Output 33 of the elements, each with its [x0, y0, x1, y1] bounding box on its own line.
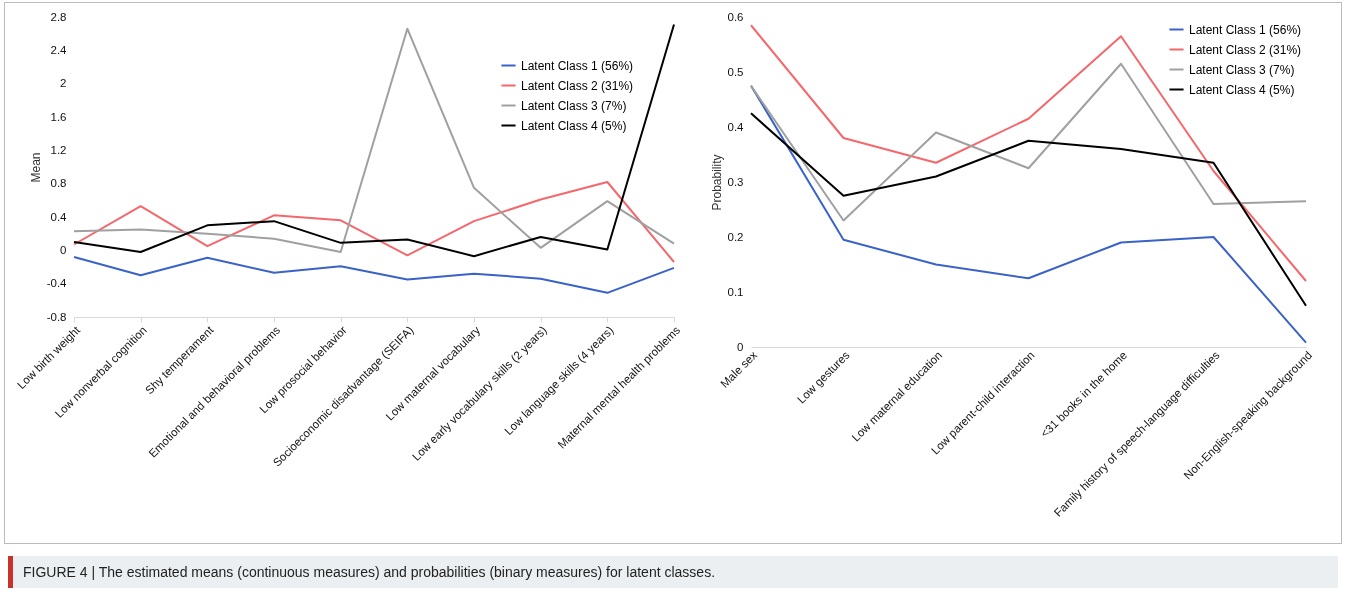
line-series — [750, 62, 1307, 222]
y-tick-label: 0.1 — [727, 285, 744, 298]
line-series — [750, 24, 1307, 282]
y-tick-label: -0.8 — [46, 310, 67, 323]
y-tick-label: 0.6 — [727, 10, 744, 23]
y-tick-label: 0.8 — [50, 177, 67, 190]
y-tick-label: 2 — [60, 77, 67, 90]
legend-label: Latent Class 4 (5%) — [521, 118, 627, 133]
y-axis-title: Mean — [28, 152, 43, 183]
legend-label: Latent Class 1 (56%) — [1189, 22, 1302, 37]
y-tick-label: 0 — [737, 340, 744, 353]
line-series — [73, 181, 675, 263]
y-tick-label: 2.8 — [50, 10, 67, 23]
y-tick-label: 0.5 — [727, 65, 744, 78]
legend-label: Latent Class 4 (5%) — [1189, 82, 1295, 97]
legend-label: Latent Class 3 (7%) — [521, 98, 627, 113]
legend-label: Latent Class 2 (31%) — [1189, 42, 1302, 57]
y-tick-label: 0.3 — [727, 175, 744, 188]
y-tick-label: 1.2 — [50, 143, 67, 156]
y-tick-label: 0.4 — [727, 120, 745, 133]
y-tick-label: 0.2 — [727, 230, 744, 243]
line-series — [73, 256, 675, 294]
legend-label: Latent Class 2 (31%) — [521, 78, 634, 93]
y-axis-title: Probability — [709, 154, 724, 211]
y-tick-label: 1.6 — [50, 110, 67, 123]
legend-label: Latent Class 1 (56%) — [521, 58, 634, 73]
y-tick-label: -0.4 — [46, 277, 68, 290]
line-series — [750, 112, 1307, 307]
y-tick-label: 0 — [60, 243, 67, 256]
y-tick-label: 0.4 — [50, 210, 68, 223]
y-tick-label: 2.4 — [50, 43, 68, 56]
caption: FIGURE 4 | The estimated means (continuous measures) and probabilities (binary measures) for latent classes. — [23, 564, 716, 580]
legend-label: Latent Class 3 (7%) — [1189, 62, 1295, 77]
